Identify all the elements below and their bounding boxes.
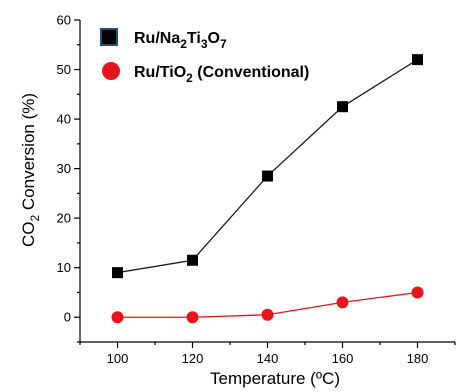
y-tick-label: 30	[57, 161, 71, 176]
y-axis-title: CO2 Conversion (%)	[19, 93, 42, 247]
x-tick-label: 100	[107, 351, 129, 366]
y-tick-label: 0	[64, 310, 71, 325]
data-point	[262, 170, 273, 182]
data-point	[186, 311, 199, 324]
x-axis-title: Temperature (ºC)	[210, 369, 340, 388]
data-point	[111, 311, 124, 324]
y-tick-label: 10	[57, 260, 71, 275]
y-axis-title-sub: 2	[28, 215, 42, 222]
data-point	[412, 54, 423, 66]
series-layer	[111, 54, 424, 324]
x-tick-label: 180	[407, 351, 429, 366]
data-point	[112, 267, 123, 279]
data-point	[337, 101, 348, 113]
data-point	[336, 296, 349, 309]
y-axis-title-pre: CO	[19, 222, 38, 248]
legend-marker-square	[100, 28, 118, 46]
x-tick-label: 140	[257, 351, 279, 366]
x-tick-label: 120	[182, 351, 204, 366]
x-tick-label: 160	[332, 351, 354, 366]
legend-label: Ru/Na2Ti3O7	[134, 30, 227, 51]
data-point	[187, 254, 198, 266]
series-1	[111, 286, 424, 324]
legend: Ru/Na2Ti3O7 Ru/TiO2 (Conventional)	[100, 28, 309, 85]
y-tick-label: 40	[57, 112, 71, 127]
legend-marker-circle	[102, 62, 120, 80]
series-0	[112, 54, 423, 279]
legend-label: Ru/TiO2 (Conventional)	[134, 64, 309, 85]
data-point	[261, 308, 274, 321]
series-line	[117, 59, 418, 274]
legend-entry-1: Ru/TiO2 (Conventional)	[102, 62, 309, 85]
data-point	[411, 286, 424, 299]
legend-entry-0: Ru/Na2Ti3O7	[100, 28, 227, 51]
y-tick-label: 50	[57, 62, 71, 77]
y-axis-title-post: Conversion (%)	[19, 93, 38, 215]
axes: 0 10 20 30 40 50 60 100 120 140 160 180	[57, 13, 456, 366]
y-tick-label: 20	[57, 211, 71, 226]
y-tick-label: 60	[57, 13, 71, 28]
